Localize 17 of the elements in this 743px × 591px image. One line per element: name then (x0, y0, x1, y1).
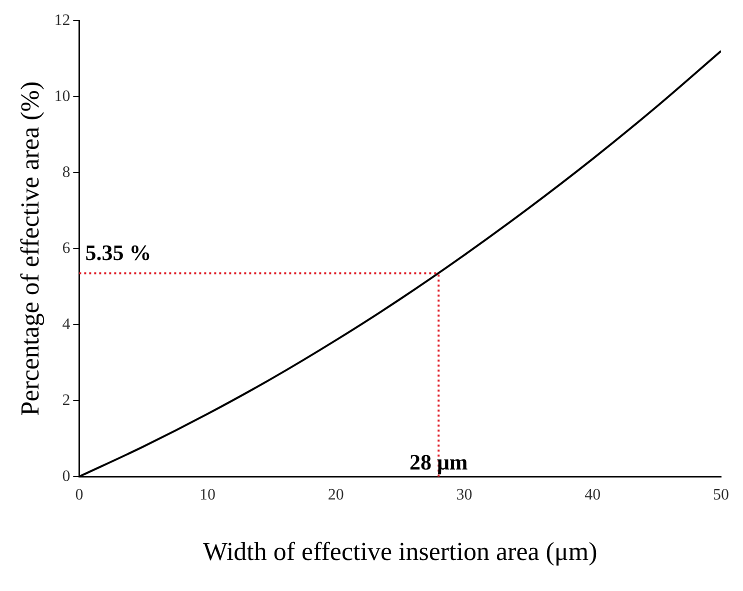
y-tick-label: 8 (62, 164, 70, 181)
y-tick-label: 2 (62, 392, 70, 409)
y-tick-label: 0 (62, 468, 70, 485)
y-tick-label: 4 (62, 316, 70, 333)
y-tick-label: 12 (54, 12, 70, 29)
x-axis-title: Width of effective insertion area (μm) (202, 537, 598, 566)
x-tick-label: 10 (200, 486, 216, 504)
ref-line-label: 28 μm (409, 449, 468, 474)
x-tick-label: 50 (713, 486, 729, 504)
y-tick-label: 6 (62, 240, 70, 257)
x-tick-label: 0 (75, 486, 84, 504)
y-axis-title: Percentage of effective area (%) (15, 81, 44, 416)
x-tick-label: 30 (456, 486, 472, 504)
y-tick-label: 10 (54, 88, 70, 105)
x-tick-label: 20 (328, 486, 344, 504)
ref-line-label: 5.35 % (85, 240, 152, 265)
x-tick-label: 40 (584, 486, 601, 504)
